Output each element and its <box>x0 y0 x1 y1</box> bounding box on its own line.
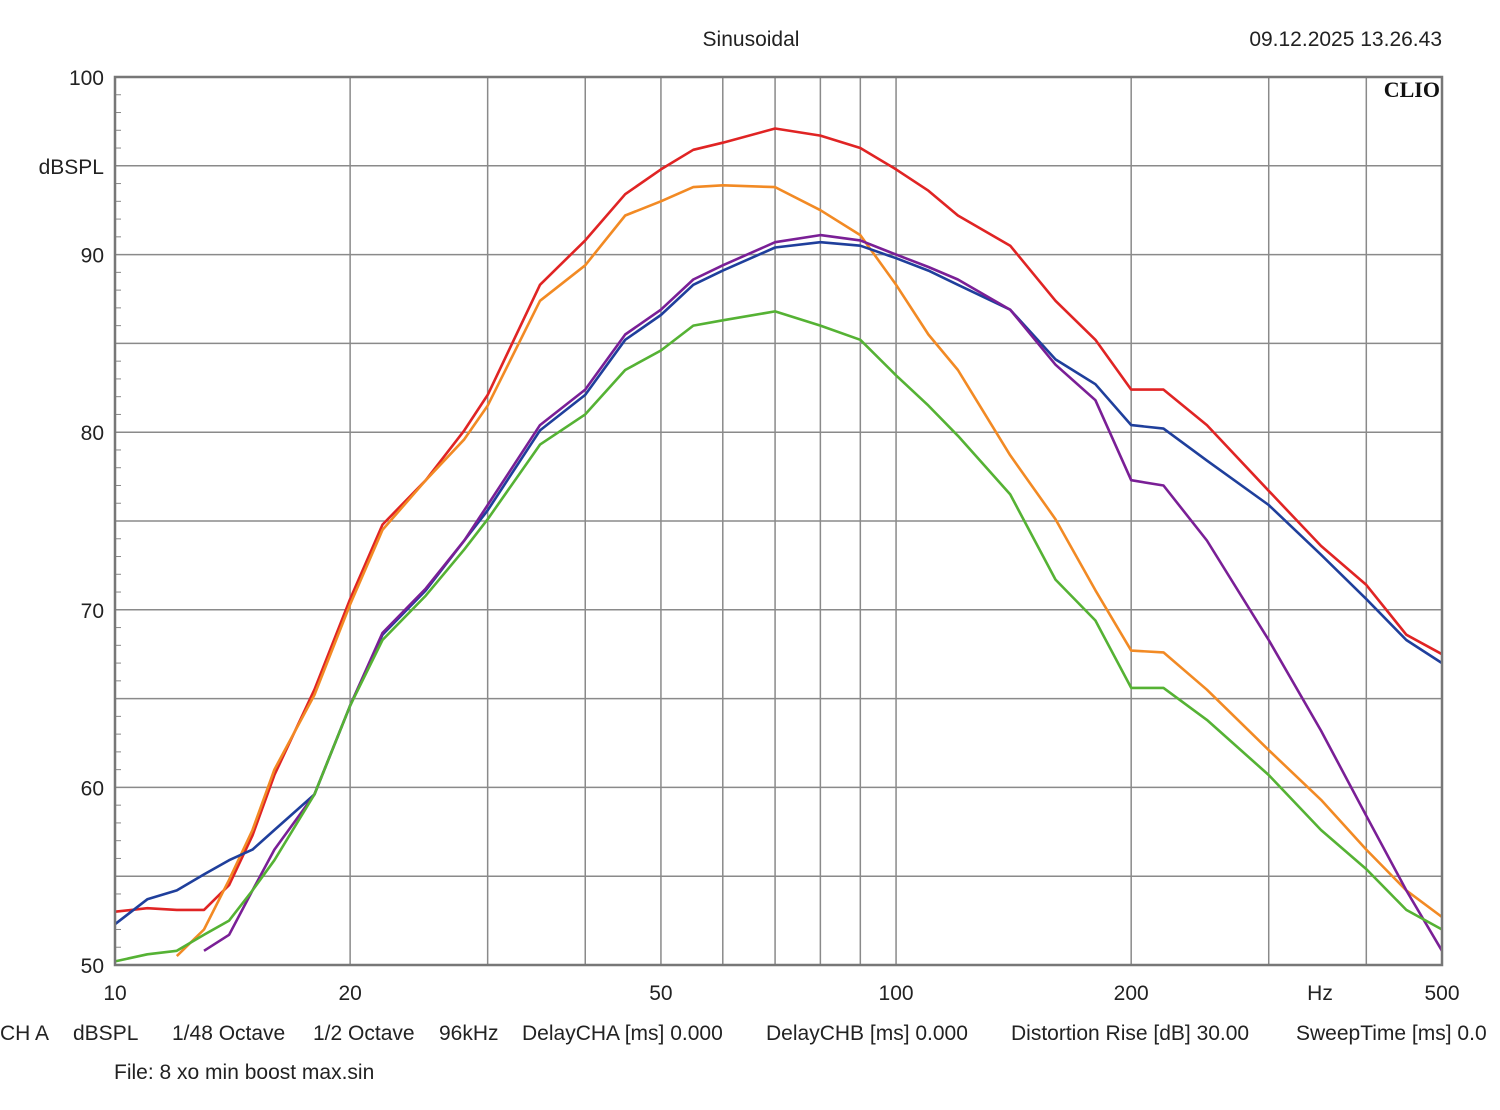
series-group <box>114 127 1444 963</box>
x-tick-label: 10 <box>103 982 126 1005</box>
footer-item: CH A <box>0 1022 49 1045</box>
x-axis-label: Hz <box>1307 982 1333 1005</box>
y-tick-label: 90 <box>81 245 104 268</box>
footer-item: SweepTime [ms] 0.0 <box>1296 1022 1487 1045</box>
x-tick-label: 50 <box>649 982 672 1005</box>
footer-item: Distortion Rise [dB] 30.00 <box>1011 1022 1249 1045</box>
grid <box>115 77 1442 965</box>
x-axis: 10 20 50 100 200 500 <box>103 982 1459 1005</box>
x-tick-label: 100 <box>879 982 914 1005</box>
series-line-5 <box>114 310 1443 963</box>
y-axis-label: dBSPL <box>39 156 104 179</box>
y-tick-label: 100 <box>69 67 104 90</box>
series-line-1 <box>114 127 1443 913</box>
x-tick-label: 20 <box>338 982 361 1005</box>
footer-item: DelayCHB [ms] 0.000 <box>766 1022 968 1045</box>
series-line-2 <box>175 184 1443 958</box>
y-axis: 100 90 80 70 60 50 <box>69 67 104 978</box>
footer-item: 96kHz <box>439 1022 499 1045</box>
y-tick-label: 60 <box>81 777 104 800</box>
x-tick-label: 500 <box>1424 982 1459 1005</box>
file-name: File: 8 xo min boost max.sin <box>114 1061 374 1084</box>
y-tick-label: 70 <box>81 600 104 623</box>
clio-logo: CLIO <box>1384 77 1440 102</box>
footer-item: dBSPL <box>73 1022 138 1045</box>
timestamp: 09.12.2025 13.26.43 <box>1249 28 1442 51</box>
series-line-4 <box>203 233 1444 952</box>
footer-item: 1/2 Octave <box>313 1022 415 1045</box>
series-line-3 <box>114 240 1443 926</box>
footer-item: DelayCHA [ms] 0.000 <box>522 1022 723 1045</box>
plot-frame <box>113 75 1444 967</box>
footer-info: CH A dBSPL 1/48 Octave 1/2 Octave 96kHz Delay… <box>0 1022 1487 1045</box>
x-tick-label: 200 <box>1114 982 1149 1005</box>
y-tick-label: 80 <box>81 422 104 445</box>
y-tick-label: 50 <box>81 955 104 978</box>
chart-title: Sinusoidal <box>703 28 800 51</box>
footer-item: 1/48 Octave <box>172 1022 285 1045</box>
